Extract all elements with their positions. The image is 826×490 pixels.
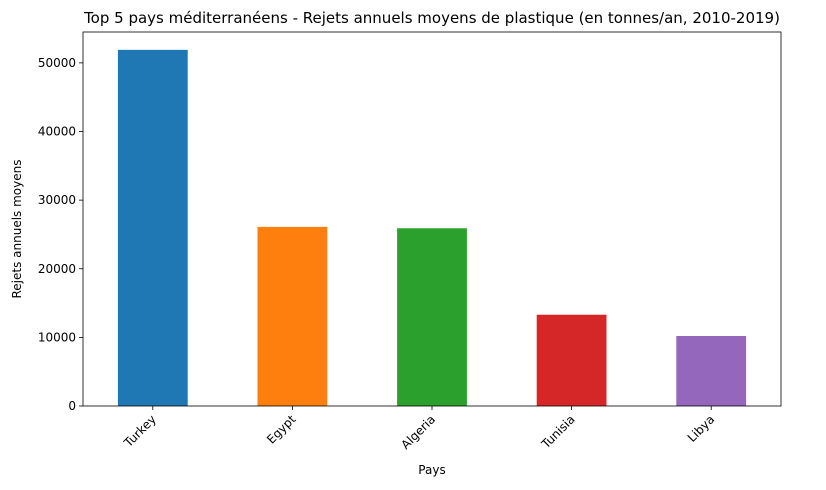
x-tick-label: Algeria <box>398 412 438 452</box>
x-tick-label: Turkey <box>121 412 159 450</box>
bar-algeria <box>397 228 467 406</box>
plot-area: Turkey Egypt Algeria Tunisia Libya 0 10000 2000… <box>38 31 782 452</box>
y-tick-label: 0 <box>68 399 76 413</box>
y-tick-label: 50000 <box>38 56 76 70</box>
bar-libya <box>676 336 747 406</box>
y-tick-label: 30000 <box>38 193 76 207</box>
chart-title: Top 5 pays méditerranéens - Rejets annue… <box>83 9 780 27</box>
axes-frame <box>82 31 782 407</box>
bar-turkey <box>117 49 188 407</box>
y-tick-label: 10000 <box>38 330 76 344</box>
x-tick-label: Libya <box>685 412 718 445</box>
x-tick-label: Egypt <box>264 412 299 447</box>
y-tick-label: 40000 <box>38 125 76 139</box>
y-tick-label: 20000 <box>38 262 76 276</box>
bar-tunisia <box>536 314 607 406</box>
x-axis-label: Pays <box>418 463 445 477</box>
x-tick-label: Tunisia <box>538 412 578 452</box>
bar-egypt <box>257 226 328 406</box>
y-axis-label: Rejets annuels moyens <box>10 160 24 299</box>
